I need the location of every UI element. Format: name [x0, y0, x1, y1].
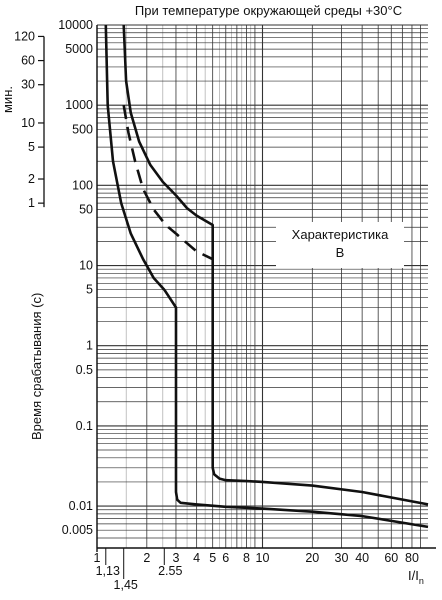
x-tick-label: 2 — [143, 551, 150, 565]
y-tick-label: 10 — [79, 259, 93, 273]
x-tick-label: 80 — [405, 551, 419, 565]
x-tick-label: 4 — [193, 551, 200, 565]
chart-axes — [43, 25, 436, 552]
x-tick-label: 20 — [305, 551, 319, 565]
x-axis-label: I/In — [408, 568, 424, 586]
x-tick-label: 60 — [384, 551, 398, 565]
y-tick-label: 500 — [72, 122, 93, 136]
minutes-axis-label: мин. — [0, 86, 15, 113]
y-tick-label: 0.1 — [76, 419, 93, 433]
minutes-tick-label: 10 — [21, 116, 35, 130]
grid-lines — [96, 24, 428, 549]
minutes-tick-label: 5 — [28, 140, 35, 154]
y-tick-label: 50 — [79, 202, 93, 216]
trip-curves — [104, 24, 429, 529]
trip-curve-solid-1 — [122, 24, 429, 506]
y-tick-label: 100 — [72, 178, 93, 192]
characteristic-line2: В — [335, 245, 345, 260]
x-tick-label: 1 — [94, 551, 101, 565]
x-tick-label: 6 — [222, 551, 229, 565]
chart-title: При температуре окружающей среды +30°С — [134, 3, 403, 18]
x-extra-tick-label: 1,45 — [114, 578, 138, 592]
y-tick-label: 5 — [86, 283, 93, 297]
y-tick-label: 0.01 — [69, 499, 93, 513]
x-extra-tick-label: 2.55 — [158, 564, 182, 578]
x-axis-label-main: I/I — [408, 568, 419, 583]
x-tick-label: 30 — [335, 551, 349, 565]
trip-curve-solid-0 — [104, 24, 429, 529]
minutes-tick-label: 1 — [28, 196, 35, 210]
x-extra-tick-label: 1,13 — [96, 564, 120, 578]
x-axis-label-sub: n — [418, 576, 424, 586]
minutes-tick-label: 60 — [21, 54, 35, 68]
x-tick-label: 10 — [256, 551, 270, 565]
y-axis-label: Время срабатывания (с) — [29, 292, 44, 440]
characteristic-annotation: Характеристика В — [276, 222, 404, 268]
y-tick-label: 1000 — [65, 98, 93, 112]
x-tick-label: 8 — [243, 551, 250, 565]
x-tick-label: 3 — [172, 551, 179, 565]
minutes-tick-label: 30 — [21, 78, 35, 92]
tick-labels: 10000 5000 1000 500 100 50 10 5 1 0.5 0.1 0.01 0.005… — [14, 18, 419, 592]
y-tick-label: 0.005 — [62, 523, 93, 537]
trip-curve-dashed-2 — [122, 104, 214, 261]
characteristic-line1: Характеристика — [291, 227, 389, 242]
y-tick-label: 5000 — [65, 42, 93, 56]
y-tick-label: 10000 — [58, 18, 93, 32]
x-tick-label: 40 — [355, 551, 369, 565]
minutes-tick-label: 120 — [14, 29, 35, 43]
x-tick-label: 5 — [209, 551, 216, 565]
y-tick-label: 1 — [86, 339, 93, 353]
minutes-tick-label: 2 — [28, 172, 35, 186]
y-tick-label: 0.5 — [76, 363, 93, 377]
